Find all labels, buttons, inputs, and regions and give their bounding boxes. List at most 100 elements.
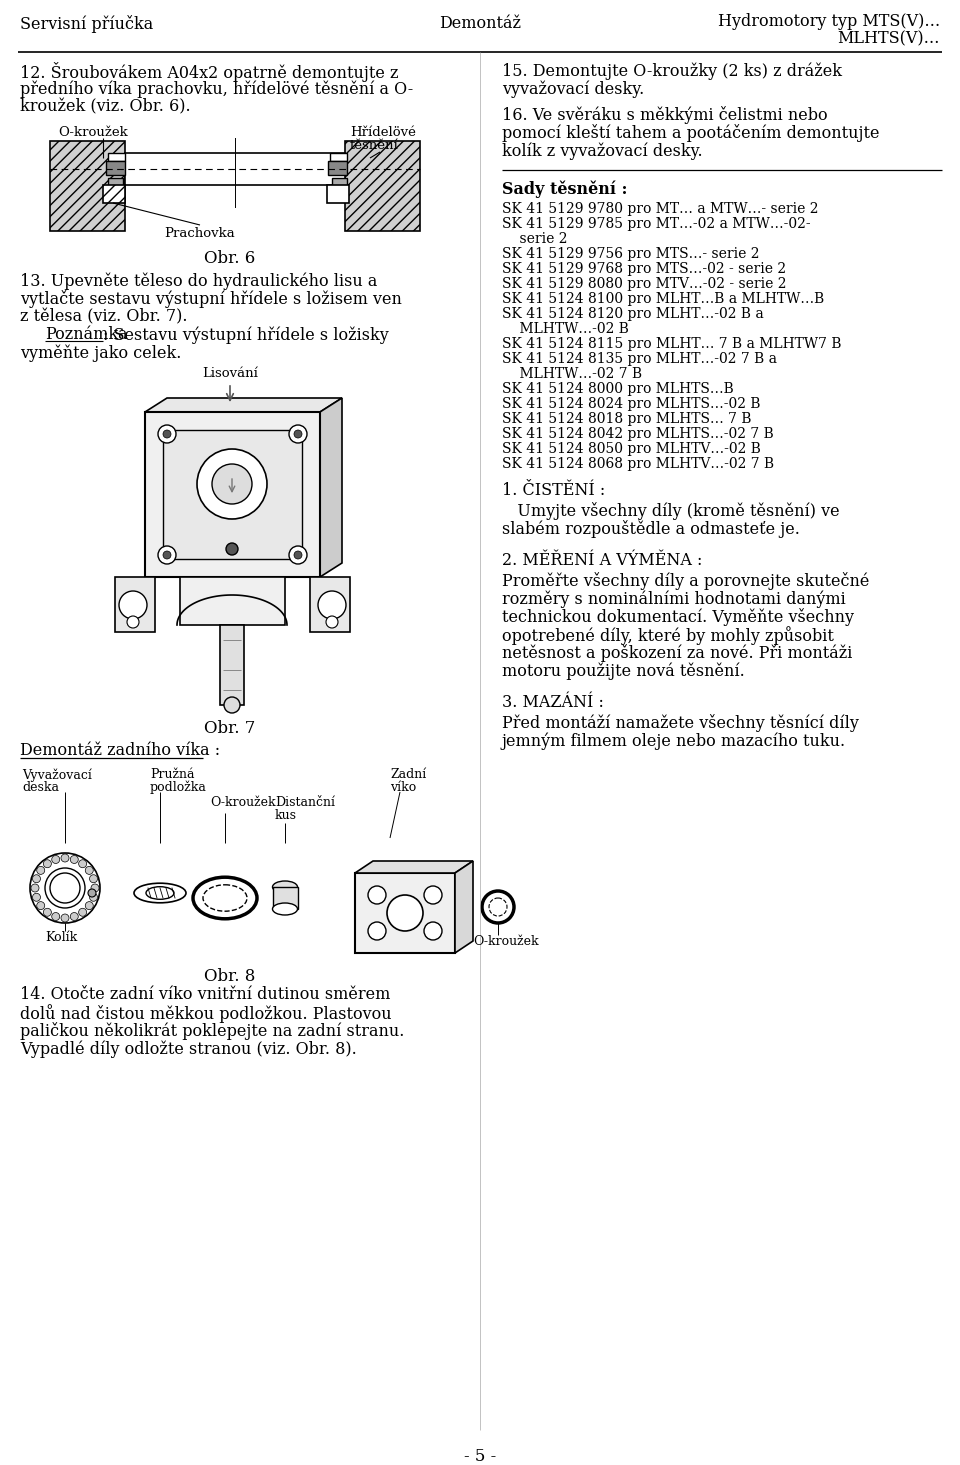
Bar [108, 152, 125, 161]
Circle shape [36, 866, 45, 875]
Ellipse shape [134, 883, 186, 902]
Text: SK 41 5124 8000 pro MLHTS…B: SK 41 5124 8000 pro MLHTS…B [502, 382, 733, 396]
Text: rozměry s nominálními hodnotami danými: rozměry s nominálními hodnotami danými [502, 590, 846, 608]
Bar [103, 185, 125, 204]
Text: 13. Upevněte těleso do hydraulického lisu a: 13. Upevněte těleso do hydraulického lis… [20, 272, 377, 290]
Circle shape [91, 883, 99, 892]
Bar [50, 141, 125, 231]
Bar [327, 185, 349, 204]
Bar [115, 577, 155, 631]
Text: motoru použijte nová těsnění.: motoru použijte nová těsnění. [502, 662, 745, 680]
Circle shape [31, 883, 39, 892]
Text: Obr. 6: Obr. 6 [204, 251, 255, 267]
Text: Servisní příučka: Servisní příučka [20, 15, 154, 34]
Text: 2. MĚŘENÍ A VÝMĚNA :: 2. MĚŘENÍ A VÝMĚNA : [502, 552, 703, 568]
Text: deska: deska [22, 781, 59, 794]
Circle shape [368, 886, 386, 904]
Polygon shape [320, 398, 342, 577]
Bar [330, 152, 347, 161]
Text: SK 41 5124 8135 pro MLHT…-02 7 B a: SK 41 5124 8135 pro MLHT…-02 7 B a [502, 352, 777, 366]
Text: 3. MAZÁNÍ :: 3. MAZÁNÍ : [502, 694, 604, 711]
Text: kroužek (viz. Obr. 6).: kroužek (viz. Obr. 6). [20, 98, 191, 114]
Text: Proměřte všechny díly a porovnejte skutečné: Proměřte všechny díly a porovnejte skute… [502, 571, 870, 590]
Circle shape [197, 448, 267, 519]
Text: SK 41 5124 8018 pro MLHTS… 7 B: SK 41 5124 8018 pro MLHTS… 7 B [502, 412, 752, 426]
Text: Zadní: Zadní [390, 768, 426, 781]
Text: Vyvažovací: Vyvažovací [22, 768, 92, 781]
Circle shape [36, 901, 45, 910]
Bar [332, 179, 347, 186]
Circle shape [158, 546, 176, 564]
Circle shape [43, 908, 52, 916]
Circle shape [79, 908, 86, 916]
Text: O-kroužek: O-kroužek [473, 935, 539, 948]
Text: vyměňte jako celek.: vyměňte jako celek. [20, 344, 181, 362]
Text: slabém rozpouštědle a odmasteťe je.: slabém rozpouštědle a odmasteťe je. [502, 520, 800, 538]
Text: MLHTS(V)…: MLHTS(V)… [837, 29, 940, 47]
Text: 16. Ve svěráku s měkkými čelistmi nebo: 16. Ve svěráku s měkkými čelistmi nebo [502, 105, 828, 125]
Text: O-kroužek: O-kroužek [58, 126, 128, 139]
Circle shape [45, 867, 85, 908]
Bar [145, 412, 320, 577]
Text: Vypadlé díly odložte stranou (viz. Obr. 8).: Vypadlé díly odložte stranou (viz. Obr. … [20, 1040, 357, 1058]
Circle shape [43, 860, 52, 867]
Text: Sady těsnění :: Sady těsnění : [502, 180, 628, 198]
Circle shape [294, 551, 302, 560]
Bar [310, 577, 350, 631]
Text: SK 41 5129 9785 pro MT…-02 a MTW…-02-: SK 41 5129 9785 pro MT…-02 a MTW…-02- [502, 217, 810, 231]
Text: Demontáž zadního víka :: Demontáž zadního víka : [20, 741, 220, 759]
Text: SK 41 5124 8115 pro MLHT… 7 B a MLHTW7 B: SK 41 5124 8115 pro MLHT… 7 B a MLHTW7 B [502, 337, 842, 352]
Text: předního víka prachovku, hřídelövé těsnění a O-: předního víka prachovku, hřídelövé těsně… [20, 81, 413, 98]
Text: SK 41 5129 9756 pro MTS…- serie 2: SK 41 5129 9756 pro MTS…- serie 2 [502, 248, 759, 261]
Circle shape [85, 866, 93, 875]
Bar [108, 179, 123, 186]
Circle shape [89, 875, 98, 883]
Bar [125, 152, 345, 185]
Circle shape [30, 853, 100, 923]
Text: : Sestavu výstupní hřídele s ložisky: : Sestavu výstupní hřídele s ložisky [103, 327, 389, 343]
Ellipse shape [203, 885, 247, 911]
Circle shape [119, 590, 147, 620]
Text: vyvažovací desky.: vyvažovací desky. [502, 81, 644, 98]
Circle shape [61, 854, 69, 861]
Text: paličkou několikrát poklepejte na zadní stranu.: paličkou několikrát poklepejte na zadní … [20, 1023, 404, 1040]
Text: těsnění: těsnění [350, 139, 398, 152]
Bar [103, 185, 125, 204]
Circle shape [33, 894, 40, 901]
Text: Umyjte všechny díly (kromě těsnění) ve: Umyjte všechny díly (kromě těsnění) ve [502, 502, 840, 520]
Circle shape [33, 875, 40, 883]
Text: 12. Šroubovákem A04x2 opatrně demontujte z: 12. Šroubovákem A04x2 opatrně demontujte… [20, 62, 398, 82]
Text: O-kroužek: O-kroužek [210, 795, 276, 809]
Circle shape [212, 464, 252, 504]
Text: kus: kus [275, 809, 297, 822]
Circle shape [163, 551, 171, 560]
Text: Distanční: Distanční [275, 795, 335, 809]
Text: SK 41 5124 8068 pro MLHTV…-02 7 B: SK 41 5124 8068 pro MLHTV…-02 7 B [502, 457, 774, 472]
Text: víko: víko [390, 781, 417, 794]
Bar [327, 185, 349, 204]
Bar [220, 626, 244, 705]
Circle shape [89, 894, 98, 901]
Circle shape [289, 425, 307, 442]
Text: SK 41 5129 9780 pro MT… a MTW…- serie 2: SK 41 5129 9780 pro MT… a MTW…- serie 2 [502, 202, 819, 215]
Bar [345, 141, 420, 231]
Circle shape [294, 431, 302, 438]
Circle shape [318, 590, 346, 620]
Bar [355, 873, 455, 954]
Text: MLHTW…-02 B: MLHTW…-02 B [502, 322, 629, 335]
Text: jemným filmem oleje nebo mazacího tuku.: jemným filmem oleje nebo mazacího tuku. [502, 732, 846, 750]
Circle shape [424, 886, 442, 904]
Text: z tělesa (viz. Obr. 7).: z tělesa (viz. Obr. 7). [20, 308, 187, 325]
Text: SK 41 5124 8120 pro MLHT…-02 B a: SK 41 5124 8120 pro MLHT…-02 B a [502, 308, 764, 321]
Circle shape [489, 898, 507, 916]
Text: SK 41 5129 9768 pro MTS…-02 - serie 2: SK 41 5129 9768 pro MTS…-02 - serie 2 [502, 262, 786, 275]
Circle shape [289, 546, 307, 564]
Circle shape [224, 697, 240, 713]
Polygon shape [455, 861, 473, 954]
Text: Obr. 7: Obr. 7 [204, 719, 255, 737]
Text: Obr. 8: Obr. 8 [204, 968, 255, 984]
Ellipse shape [273, 880, 298, 894]
Text: opotrebené díly, které by mohly způsobit: opotrebené díly, které by mohly způsobit [502, 626, 834, 645]
Circle shape [424, 921, 442, 941]
Text: SK 41 5129 8080 pro MTV…-02 - serie 2: SK 41 5129 8080 pro MTV…-02 - serie 2 [502, 277, 786, 292]
